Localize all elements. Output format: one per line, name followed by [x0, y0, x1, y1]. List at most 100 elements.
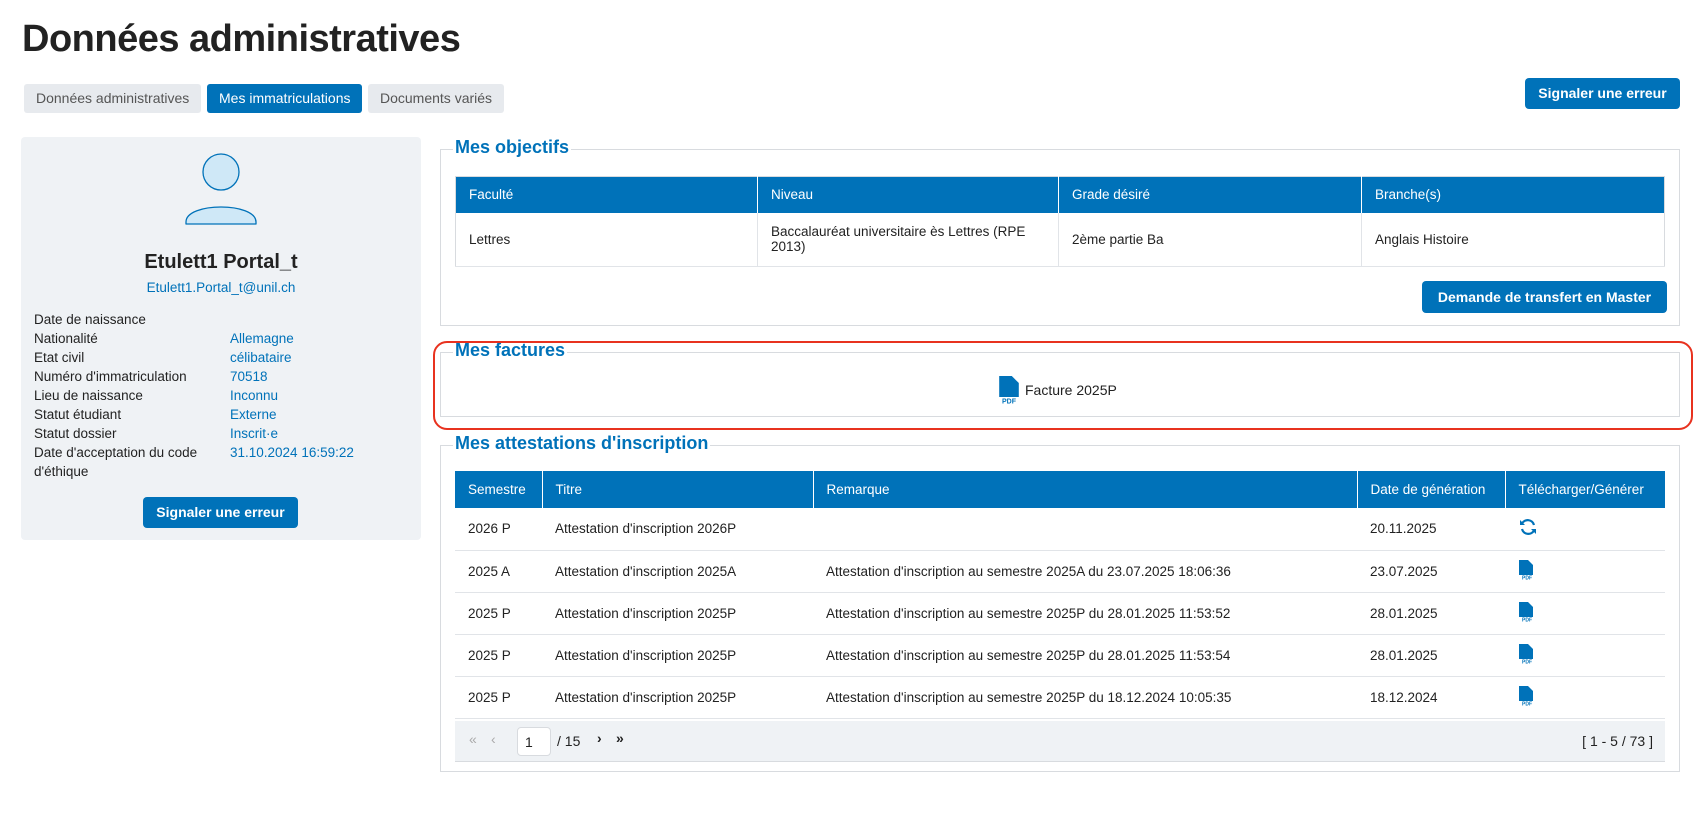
column-header: Date de génération	[1357, 471, 1506, 508]
cell-semestre: 2025 A	[455, 550, 542, 593]
field-value: 31.10.2024 16:59:22	[230, 445, 354, 460]
svg-text:PDF: PDF	[1522, 701, 1532, 706]
tab-documents-varies[interactable]: Documents variés	[368, 84, 505, 113]
column-header: Remarque	[813, 471, 1358, 508]
cell-titre: Attestation d'inscription 2025P	[542, 592, 813, 635]
transfer-master-button[interactable]: Demande de transfert en Master	[1422, 281, 1667, 313]
record-range: [ 1 - 5 / 73 ]	[1582, 733, 1653, 749]
field-value: 70518	[230, 369, 268, 384]
profile-field: Statut dossier Inscrit·e	[34, 424, 404, 443]
objectifs-table: Faculté Niveau Grade désiré Branche(s) L…	[455, 176, 1665, 267]
cell-remarque: Attestation d'inscription au semestre 20…	[813, 550, 1357, 593]
profile-field: Statut étudiant Externe	[34, 405, 404, 424]
avatar-icon	[185, 153, 257, 225]
attestations-table: Semestre Titre Remarque Date de générati…	[455, 471, 1665, 719]
factures-section: Mes factures PDF Facture 2025P	[440, 340, 1680, 417]
profile-field: Lieu de naissance Inconnu	[34, 386, 404, 405]
cell-date: 23.07.2025	[1357, 550, 1505, 593]
first-page-icon[interactable]: «	[469, 731, 477, 747]
pdf-icon[interactable]: PDF	[1518, 601, 1538, 622]
svg-text:PDF: PDF	[1002, 398, 1017, 404]
field-label: Nationalité	[34, 331, 98, 346]
field-value: Inconnu	[230, 388, 279, 403]
field-label: Statut étudiant	[34, 407, 122, 422]
objectifs-section: Mes objectifs Faculté Niveau Grade désir…	[440, 137, 1680, 326]
cell-titre: Attestation d'inscription 2026P	[542, 508, 813, 551]
cell-titre: Attestation d'inscription 2025P	[542, 676, 813, 719]
column-header: Branche(s)	[1361, 176, 1665, 213]
attestations-section: Mes attestations d'inscription Semestre …	[440, 433, 1680, 772]
profile-field: Etat civil célibataire	[34, 348, 404, 367]
cell-grade: 2ème partie Ba	[1058, 212, 1362, 267]
profile-card: Etulett1 Portal_t Etulett1.Portal_t@unil…	[21, 137, 421, 540]
factures-title: Mes factures	[453, 340, 568, 361]
page-input[interactable]: 1	[517, 727, 551, 756]
profile-name: Etulett1 Portal_t	[144, 251, 298, 273]
profile-info: Date de naissance Nationalité Allemagne Eta…	[34, 310, 404, 481]
field-value: célibataire	[230, 350, 292, 365]
page-title: Données administratives	[22, 18, 461, 60]
cell-branches: Anglais Histoire	[1361, 212, 1665, 267]
svg-text:PDF: PDF	[1522, 617, 1532, 622]
cell-semestre: 2025 P	[455, 634, 542, 677]
pdf-icon[interactable]: PDF	[1518, 559, 1538, 580]
refresh-icon[interactable]	[1518, 517, 1538, 537]
table-row: 2026 P Attestation d'inscription 2026P 20.…	[455, 508, 1665, 551]
cell-remarque: Attestation d'inscription au semestre 20…	[813, 592, 1357, 635]
svg-text:PDF: PDF	[1522, 659, 1532, 664]
cell-remarque: Attestation d'inscription au semestre 20…	[813, 676, 1357, 719]
field-value: Allemagne	[230, 331, 294, 346]
column-header: Niveau	[757, 176, 1059, 213]
facture-link[interactable]: PDF Facture 2025P	[997, 376, 1117, 404]
highlight-annotation	[433, 341, 1693, 430]
cell-semestre: 2025 P	[455, 676, 542, 719]
prev-page-icon[interactable]: ‹	[491, 731, 496, 747]
attestations-title: Mes attestations d'inscription	[453, 433, 711, 454]
cell-remarque	[813, 508, 1357, 551]
profile-email[interactable]: Etulett1.Portal_t@unil.ch	[146, 280, 296, 295]
pdf-icon[interactable]: PDF	[1518, 685, 1538, 706]
field-label: Etat civil	[34, 350, 85, 365]
cell-faculte: Lettres	[455, 212, 758, 267]
table-row: 2025 P Attestation d'inscription 2025P Att…	[455, 592, 1665, 635]
column-header: Télécharger/Générer	[1505, 471, 1665, 508]
cell-date: 20.11.2025	[1357, 508, 1505, 551]
pdf-icon[interactable]: PDF	[1518, 643, 1538, 664]
column-header: Faculté	[455, 176, 758, 213]
report-error-button[interactable]: Signaler une erreur	[1525, 78, 1680, 109]
objectifs-title: Mes objectifs	[453, 137, 572, 158]
tab-donnees-administratives[interactable]: Données administratives	[24, 84, 202, 113]
next-page-icon[interactable]: ›	[597, 730, 602, 746]
cell-remarque: Attestation d'inscription au semestre 20…	[813, 634, 1357, 677]
cell-semestre: 2026 P	[455, 508, 542, 551]
field-value: Inscrit·e	[230, 426, 279, 441]
table-row: 2025 P Attestation d'inscription 2025P Att…	[455, 676, 1665, 719]
field-label: Lieu de naissance	[34, 388, 143, 403]
field-label: Date d'acceptation du code d'éthique	[34, 445, 198, 479]
table-row: 2025 P Attestation d'inscription 2025P Att…	[455, 634, 1665, 677]
profile-report-error-button[interactable]: Signaler une erreur	[143, 497, 298, 528]
cell-niveau: Baccalauréat universitaire ès Lettres (R…	[757, 212, 1059, 267]
column-header: Grade désiré	[1058, 176, 1362, 213]
table-row: Lettres Baccalauréat universitaire ès Le…	[455, 212, 1665, 267]
facture-label: Facture 2025P	[1025, 382, 1117, 398]
tab-mes-immatriculations[interactable]: Mes immatriculations	[207, 84, 363, 113]
total-pages: / 15	[557, 733, 581, 749]
cell-titre: Attestation d'inscription 2025A	[542, 550, 813, 593]
table-row: 2025 A Attestation d'inscription 2025A Att…	[455, 550, 1665, 593]
column-header: Titre	[542, 471, 814, 508]
field-label: Numéro d'immatriculation	[34, 369, 187, 384]
column-header: Semestre	[455, 471, 543, 508]
profile-field: Date d'acceptation du code d'éthique 31.1…	[34, 443, 404, 481]
last-page-icon[interactable]: »	[616, 730, 624, 746]
cell-date: 18.12.2024	[1357, 676, 1505, 719]
cell-semestre: 2025 P	[455, 592, 542, 635]
cell-date: 28.01.2025	[1357, 592, 1505, 635]
pagination: « ‹ 1 / 15 › » [ 1 - 5 / 73 ]	[455, 721, 1665, 762]
cell-titre: Attestation d'inscription 2025P	[542, 634, 813, 677]
profile-field: Nationalité Allemagne	[34, 329, 404, 348]
svg-text:PDF: PDF	[1522, 575, 1532, 580]
profile-field: Numéro d'immatriculation 70518	[34, 367, 404, 386]
field-label: Date de naissance	[34, 312, 146, 327]
profile-field: Date de naissance	[34, 310, 404, 329]
